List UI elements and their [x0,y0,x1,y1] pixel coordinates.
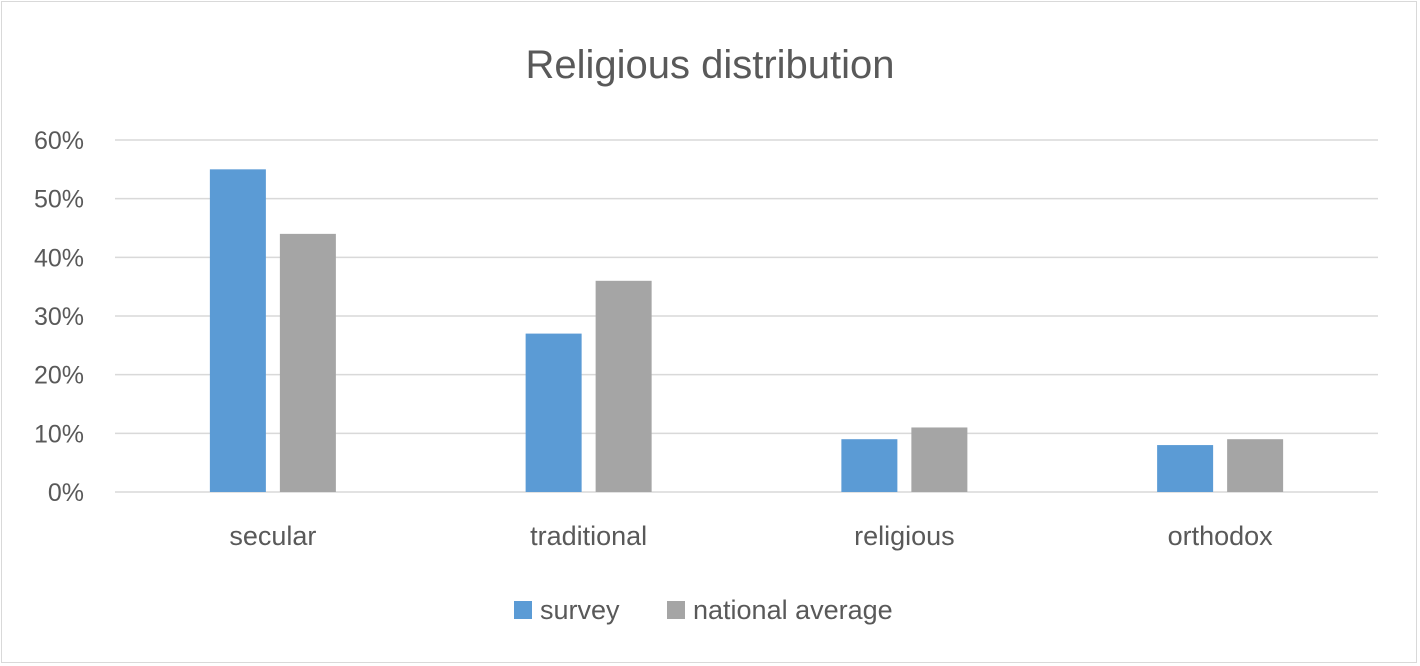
legend-swatch [514,601,532,619]
legend: survey national average [514,595,893,625]
x-category-label: orthodox [1168,521,1274,551]
bar-survey-secular [209,169,266,493]
x-axis-categories: secular traditional religious orthodox [229,521,1273,551]
legend-swatch [667,601,685,619]
bar-national-average-religious [911,427,968,492]
y-tick-label: 50% [34,186,84,214]
bar-survey-religious [841,439,898,492]
x-category-label: religious [854,521,955,551]
y-tick-label: 10% [34,420,84,448]
y-tick-label: 20% [34,362,84,390]
y-axis-ticks: 0% 10% 20% 30% 40% 50% 60% [34,127,84,507]
bar-national-average-secular [279,233,336,492]
bar-survey-traditional [525,333,582,492]
y-tick-label: 60% [34,127,84,155]
y-tick-label: 40% [34,244,84,272]
legend-label: national average [693,595,893,625]
bar-national-average-orthodox [1227,439,1284,492]
x-category-label: traditional [530,521,647,551]
bar-survey-orthodox [1157,445,1214,492]
y-tick-label: 30% [34,303,84,331]
legend-label: survey [540,595,620,625]
y-tick-label: 0% [48,479,84,507]
chart-title: Religious distribution [525,43,894,87]
x-category-label: secular [229,521,316,551]
bar-national-average-traditional [595,280,652,492]
bars [209,169,1284,493]
